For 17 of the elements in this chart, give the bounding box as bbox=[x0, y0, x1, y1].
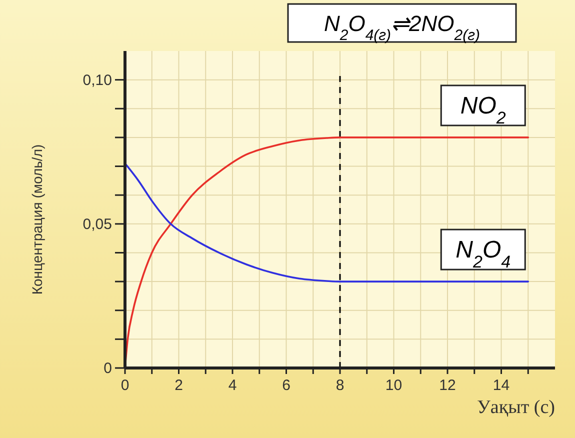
series-label: NO$_{2}$ bbox=[460, 92, 506, 127]
x-tick-label: 4 bbox=[228, 377, 237, 394]
chart-title: N$_{2}$O$_{4(г)}$⇌2NO$_{2(г)}$ bbox=[324, 11, 480, 44]
x-tick-label: 10 bbox=[385, 377, 402, 394]
x-tick-label: 0 bbox=[120, 377, 130, 394]
x-tick-label: 2 bbox=[174, 377, 183, 394]
x-tick-label: 6 bbox=[282, 377, 290, 394]
line-series bbox=[124, 162, 530, 282]
x-axis-title: Уақыт (с) bbox=[476, 397, 555, 418]
x-tick-label: 14 bbox=[492, 377, 510, 394]
x-tick-label: 12 bbox=[439, 377, 456, 394]
y-tick-label: 0,05 bbox=[82, 216, 112, 233]
y-axis-title: Концентрация (моль/л) bbox=[29, 144, 45, 295]
y-tick-label: 0,10 bbox=[82, 72, 112, 89]
x-tick-label: 8 bbox=[336, 377, 344, 394]
series-label: N$_{2}$O$_{4}$ bbox=[456, 236, 511, 272]
y-tick-label: 0 bbox=[104, 360, 112, 377]
